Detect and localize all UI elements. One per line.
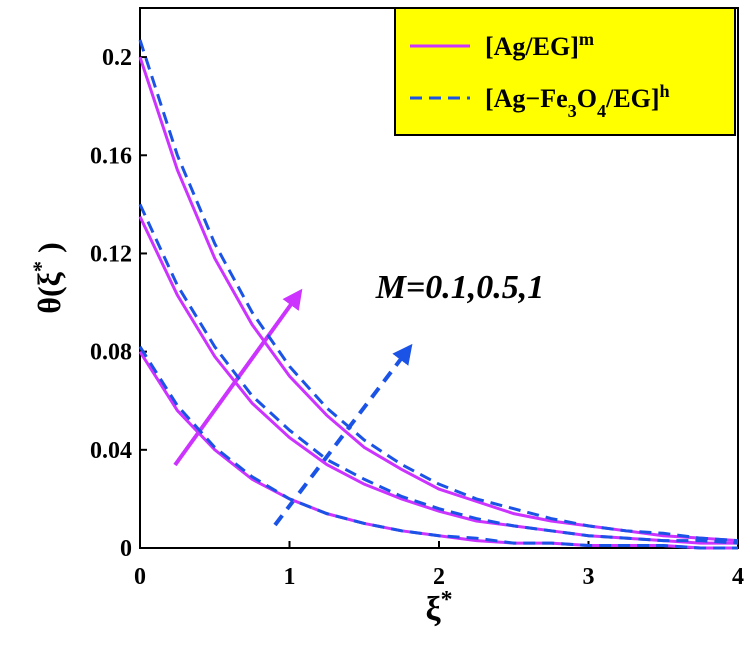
label-part: h (660, 81, 670, 101)
x-tick-label: 2 (433, 564, 445, 590)
x-tick-label: 3 (583, 564, 595, 590)
y-tick-label: 0.16 (90, 143, 132, 169)
data-line (138, 215, 738, 545)
label-part: m (579, 29, 594, 49)
label-part: O (577, 84, 597, 113)
label-part: 4 (597, 101, 606, 121)
label-part: * (441, 587, 453, 613)
y-tick-label: 0.12 (90, 241, 132, 267)
arrow (273, 343, 413, 527)
label-part: θ(ξ (31, 271, 67, 313)
legend-label: [Ag/EG]m (485, 29, 594, 61)
x-tick-label: 4 (732, 564, 744, 590)
data-line (138, 56, 739, 543)
label-part: 3 (568, 101, 577, 121)
legend-box (394, 7, 736, 136)
x-tick-label: 0 (134, 564, 146, 590)
data-line (138, 345, 738, 550)
label-part: ) (31, 242, 67, 261)
legend-label: [Ag−Fe3O4/EG]h (485, 81, 670, 121)
data-line (138, 203, 739, 545)
label-part: * (28, 261, 53, 272)
y-tick-label: 0 (120, 536, 132, 562)
y-tick-label: 0.04 (90, 438, 132, 464)
y-tick-label: 0.08 (90, 340, 132, 366)
x-axis-label: ξ* (425, 587, 452, 628)
annotation: M=0.1,0.5,1 (375, 269, 545, 306)
label-part: [Ag/EG] (485, 32, 579, 61)
label-part: /EG] (605, 84, 659, 113)
y-tick-label: 0.2 (102, 45, 132, 71)
label-part: [Ag−Fe (485, 84, 568, 113)
x-tick-label: 1 (284, 564, 296, 590)
data-line (138, 39, 739, 543)
label-part: ξ (425, 591, 441, 628)
y-axis-label: θ(ξ* ) (28, 242, 68, 313)
